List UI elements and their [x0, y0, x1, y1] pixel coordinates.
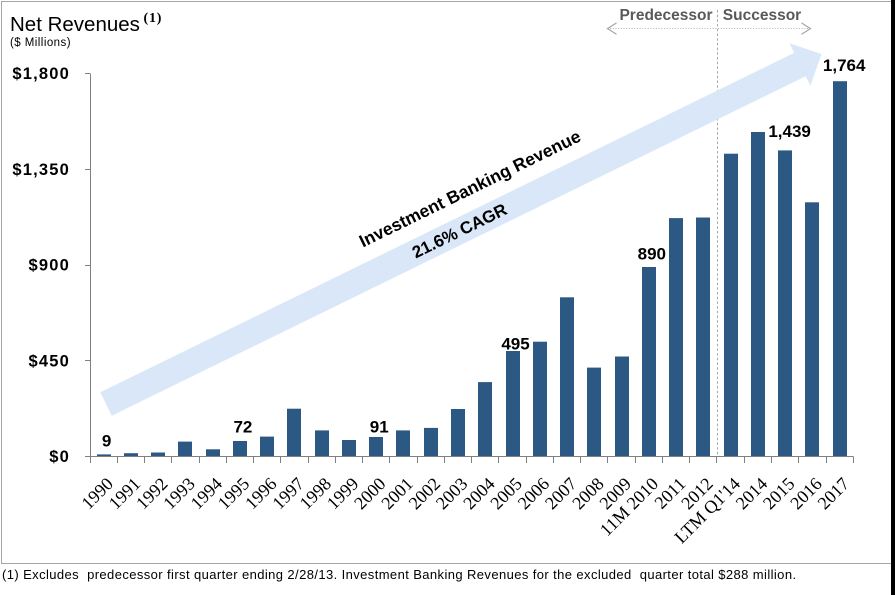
svg-text:890: 890: [638, 245, 666, 264]
svg-text:2017: 2017: [814, 474, 854, 514]
svg-text:9: 9: [102, 432, 111, 451]
svg-text:495: 495: [501, 335, 529, 354]
svg-text:$450: $450: [28, 352, 70, 370]
svg-text:72: 72: [233, 418, 252, 437]
svg-text:91: 91: [370, 418, 389, 437]
svg-text:Predecessor: Predecessor: [619, 7, 712, 24]
svg-text:$0: $0: [49, 448, 70, 466]
svg-text:$900: $900: [28, 257, 70, 275]
svg-text:$1,800: $1,800: [12, 65, 70, 83]
svg-text:Successor: Successor: [723, 7, 801, 24]
svg-text:1,439: 1,439: [768, 122, 811, 141]
svg-text:$1,350: $1,350: [12, 161, 70, 179]
svg-text:1,764: 1,764: [823, 56, 866, 75]
